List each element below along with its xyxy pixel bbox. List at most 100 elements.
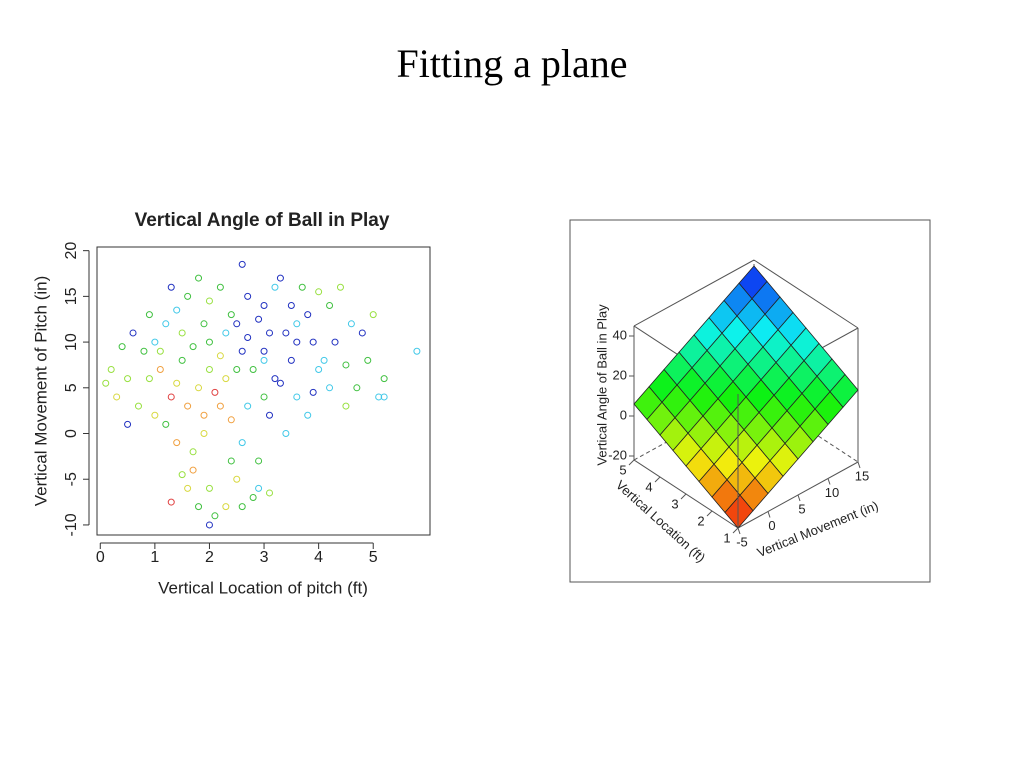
point <box>375 393 383 401</box>
x-tick-label: 4 <box>645 479 652 494</box>
point <box>173 379 181 387</box>
y-tick-label: 15 <box>63 287 80 305</box>
point <box>304 411 312 419</box>
x-tick-label: 5 <box>619 462 626 477</box>
x-tick-label: 2 <box>697 513 704 528</box>
z-tick-label: 20 <box>613 367 627 382</box>
z-axis-title: Vertical Angle of Ball in Play <box>594 304 609 466</box>
x-tick-label: 1 <box>723 530 730 545</box>
x-tick <box>654 476 661 483</box>
point <box>380 393 388 401</box>
point <box>227 457 235 465</box>
point <box>304 311 312 319</box>
point <box>124 375 132 383</box>
point <box>162 320 170 328</box>
point <box>189 466 197 474</box>
box-edge <box>753 259 859 329</box>
point <box>178 329 186 337</box>
box-edge <box>633 259 755 327</box>
point <box>238 347 246 355</box>
point <box>309 338 317 346</box>
point <box>222 329 230 337</box>
y-tick <box>857 461 861 469</box>
point <box>216 283 224 291</box>
point <box>266 411 274 419</box>
point <box>167 393 175 401</box>
point <box>200 320 208 328</box>
point <box>205 338 213 346</box>
point <box>118 343 126 351</box>
point <box>233 366 241 374</box>
point <box>151 411 159 419</box>
point <box>211 512 219 520</box>
y-tick-label: 0 <box>63 429 80 438</box>
point <box>184 484 192 492</box>
point <box>205 484 213 492</box>
point <box>255 315 263 323</box>
x-tick <box>706 510 713 517</box>
y-tick-label: -5 <box>736 534 748 549</box>
y-tick-label: 5 <box>798 501 805 516</box>
point <box>195 503 203 511</box>
point <box>238 503 246 511</box>
point <box>113 393 121 401</box>
x-axis-title: Vertical Location (ft) <box>613 477 708 565</box>
point <box>200 430 208 438</box>
x-tick-label: 1 <box>150 549 159 566</box>
point <box>178 471 186 479</box>
point <box>364 356 372 364</box>
point <box>320 356 328 364</box>
x-axis-title: Vertical Location of pitch (ft) <box>158 578 368 597</box>
point <box>380 375 388 383</box>
point <box>222 503 230 511</box>
point <box>271 375 279 383</box>
point <box>173 439 181 447</box>
point <box>178 356 186 364</box>
point <box>276 274 284 282</box>
point <box>200 411 208 419</box>
point <box>205 366 213 374</box>
point <box>195 274 203 282</box>
point <box>222 375 230 383</box>
point <box>244 402 252 410</box>
point <box>336 283 344 291</box>
y-tick-label: -5 <box>63 472 80 486</box>
z-tick-label: 0 <box>620 407 627 422</box>
point <box>184 402 192 410</box>
surface-facet <box>724 494 754 529</box>
point <box>189 343 197 351</box>
point <box>216 352 224 360</box>
point <box>282 329 290 337</box>
x-tick-label: 3 <box>671 496 678 511</box>
y-tick-label: 10 <box>63 333 80 351</box>
point <box>342 402 350 410</box>
point <box>134 402 142 410</box>
point <box>244 292 252 300</box>
point <box>260 393 268 401</box>
y-tick-label: 10 <box>825 485 839 500</box>
point <box>260 356 268 364</box>
x-tick-label: 0 <box>96 549 105 566</box>
point <box>369 311 377 319</box>
point <box>107 366 115 374</box>
y-axis-title: Vertical Movement of Pitch (in) <box>31 276 50 507</box>
point <box>151 338 159 346</box>
y-tick <box>767 511 771 518</box>
y-tick-label: 15 <box>855 468 869 483</box>
point <box>233 475 241 483</box>
point <box>205 521 213 529</box>
y-tick-label: -10 <box>63 513 80 536</box>
point <box>145 311 153 319</box>
point <box>255 484 263 492</box>
y-tick-label: 20 <box>63 242 80 260</box>
point <box>205 297 213 305</box>
slide-title: Fitting a plane <box>396 41 627 86</box>
point <box>347 320 355 328</box>
x-tick <box>680 493 687 500</box>
point <box>293 320 301 328</box>
point <box>287 356 295 364</box>
point <box>271 283 279 291</box>
point <box>249 366 257 374</box>
point <box>140 347 148 355</box>
